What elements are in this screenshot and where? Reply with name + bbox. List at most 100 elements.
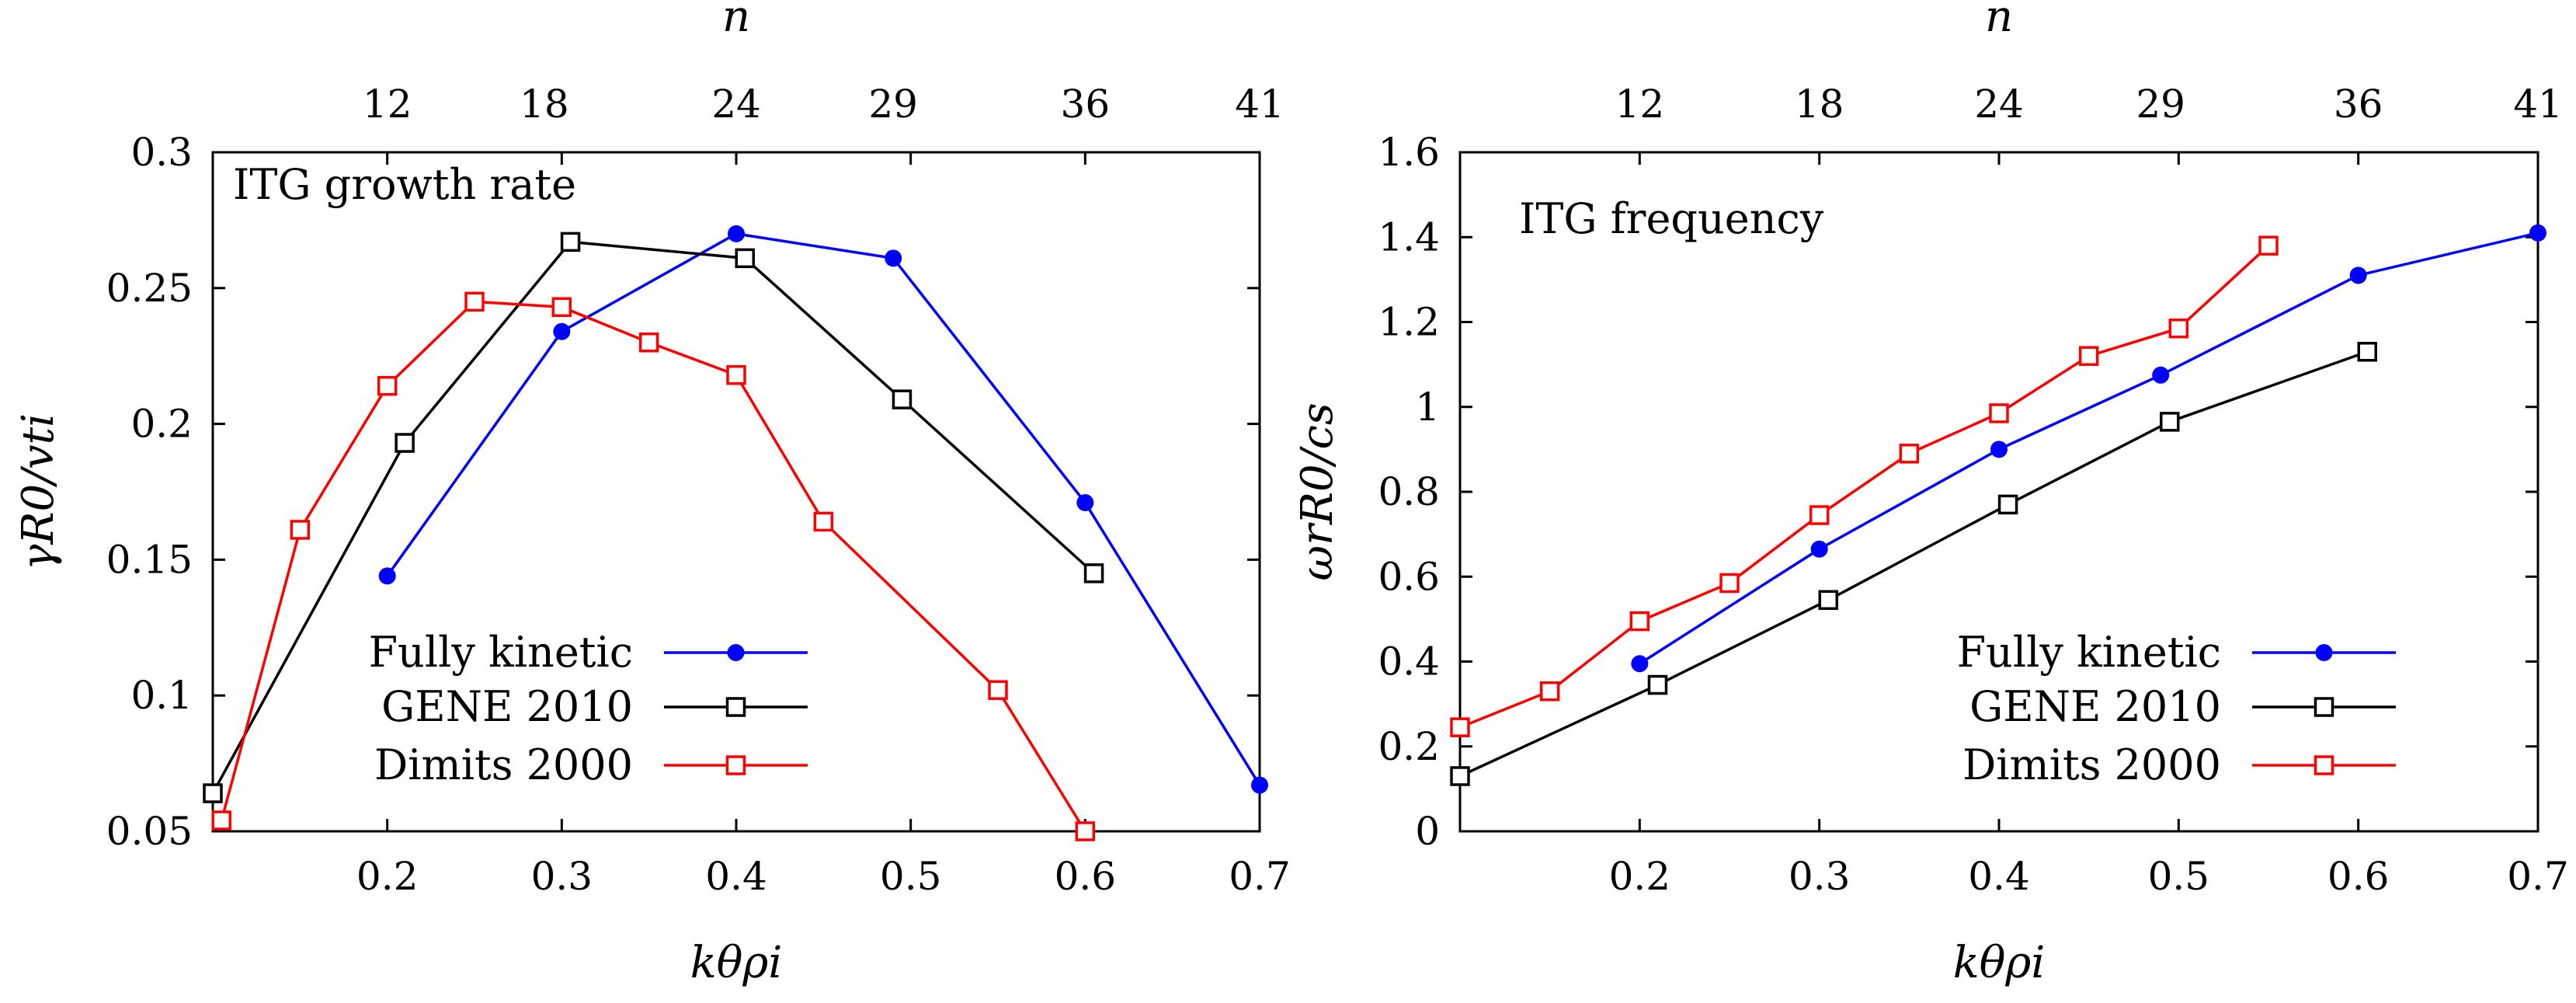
series-line [1639, 232, 2539, 665]
y-tick-label: 0.8 [1378, 469, 1440, 514]
data-point [638, 332, 659, 353]
y-tick-label: 1.2 [1378, 300, 1440, 345]
x-tick-label: 0.7 [1229, 854, 1291, 899]
data-point [1450, 717, 1470, 737]
top-axis-label: n [722, 0, 750, 42]
data-point [553, 322, 571, 340]
y-tick-label: 0.2 [130, 402, 193, 447]
top-tick-label: 41 [2513, 82, 2563, 127]
data-point [377, 375, 398, 396]
chart-1: 0.2 0.3 0.4 0.5 0.6 0.7 12 18 24 29 36 41 0.05 0.1 0.1… [13, 0, 1291, 988]
chart-title: ITG frequency [1519, 194, 1824, 243]
x-tick-label: 0.2 [356, 854, 419, 899]
x-tick-label: 0.2 [1609, 854, 1671, 899]
y-tick-label: 0.2 [1378, 724, 1440, 769]
data-point [2258, 235, 2279, 256]
data-point [2160, 412, 2180, 432]
top-tick-label: 18 [520, 82, 569, 127]
data-point [551, 297, 572, 318]
series-fully-kinetic [1631, 224, 2546, 673]
x-tick-label: 0.7 [2507, 854, 2569, 899]
series-dimits-2000 [211, 291, 1096, 841]
x-tick-label: 0.3 [1789, 854, 1851, 899]
series-fully-kinetic [378, 225, 1268, 794]
data-point [1809, 505, 1830, 525]
y-tick-label: 0.05 [106, 809, 193, 854]
x-tick-label: 0.5 [880, 854, 942, 899]
x-tick-label: 0.5 [2148, 854, 2210, 899]
x-axis-label: kθρi [1953, 938, 2045, 988]
data-point [1989, 403, 2009, 423]
data-point [464, 291, 485, 312]
legend-label: GENE 2010 [381, 682, 633, 731]
legend-marker [725, 697, 746, 717]
top-tick-label: 36 [1061, 82, 1111, 127]
data-point [1450, 766, 1470, 786]
data-point [892, 389, 913, 409]
data-point [2078, 346, 2099, 366]
legend-marker [727, 644, 745, 661]
legend-label: Fully kinetic [369, 628, 633, 677]
legend-marker [2315, 644, 2333, 661]
series-line [1459, 244, 2270, 729]
chart-2: 0.2 0.3 0.4 0.5 0.6 0.7 12 18 24 29 36 41 0 0.2 0.4 0.6… [1292, 0, 2569, 988]
data-point [1818, 590, 1838, 611]
y-axis-label: ωrR0/cs [1292, 402, 1343, 580]
data-point [1629, 611, 1650, 632]
data-point [2349, 266, 2367, 284]
y-axis-label: γR0/vti [13, 413, 64, 570]
series-line [386, 232, 1261, 786]
y-tick-label: 0.4 [1378, 639, 1440, 684]
top-tick-label: 12 [1615, 82, 1665, 127]
top-tick-label: 24 [1974, 82, 2024, 127]
data-point [1075, 821, 1096, 841]
y-tick-label: 1.6 [1378, 130, 1440, 175]
series-gene-2010 [203, 232, 1104, 803]
data-point [203, 783, 223, 803]
series-dimits-2000 [1450, 235, 2279, 737]
y-tick-label: 0.25 [106, 266, 193, 311]
data-point [560, 232, 581, 252]
data-point [988, 680, 1008, 700]
y-tick-label: 1 [1415, 385, 1440, 430]
x-tick-label: 0.4 [705, 854, 767, 899]
top-tick-label: 36 [2334, 82, 2383, 127]
top-tick-label: 29 [868, 82, 918, 127]
legend-label: Dimits 2000 [374, 740, 633, 789]
data-point [1539, 681, 1560, 702]
x-tick-label: 0.6 [1055, 854, 1117, 899]
top-axis-label: n [1985, 0, 2013, 42]
data-point [2529, 224, 2546, 242]
data-point [1647, 674, 1668, 695]
legend-marker [725, 755, 746, 775]
y-tick-label: 0.1 [130, 673, 193, 718]
data-point [378, 567, 396, 585]
data-point [885, 249, 902, 267]
data-point [1899, 444, 1920, 464]
series-line [1459, 350, 2368, 778]
top-tick-label: 29 [2136, 82, 2185, 127]
y-tick-label: 1.4 [1378, 214, 1440, 259]
data-point [1076, 493, 1094, 511]
data-point [395, 433, 415, 453]
series-gene-2010 [1450, 341, 2377, 786]
y-tick-label: 0.15 [106, 537, 193, 582]
top-tick-label: 12 [363, 82, 412, 127]
legend-label: Fully kinetic [1957, 628, 2221, 677]
data-point [1631, 655, 1649, 673]
data-point [211, 810, 231, 831]
data-point [1810, 540, 1828, 558]
data-point [726, 364, 746, 385]
legend-marker [2314, 697, 2334, 717]
data-point [1083, 563, 1104, 583]
data-point [1990, 441, 2008, 458]
data-point [2152, 366, 2170, 384]
series-line [220, 300, 1086, 832]
legend-label: GENE 2010 [1969, 682, 2221, 731]
data-point [735, 248, 755, 269]
data-point [1997, 494, 2018, 515]
data-point [1251, 776, 1268, 794]
data-point [728, 225, 745, 242]
data-point [2357, 341, 2377, 362]
